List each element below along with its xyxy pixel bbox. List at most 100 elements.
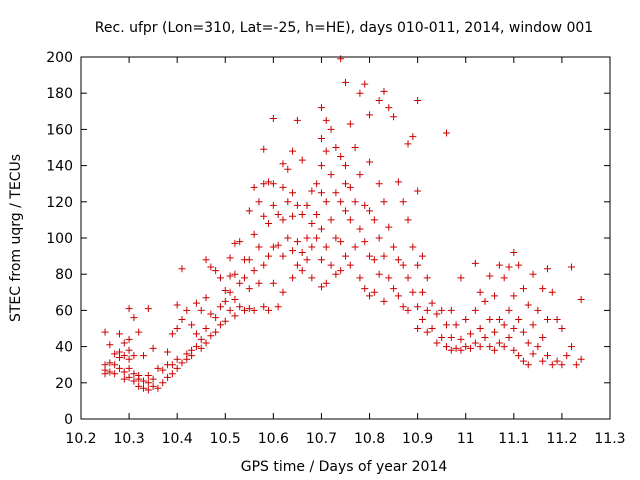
data-point bbox=[447, 306, 455, 314]
data-point bbox=[260, 261, 268, 269]
data-point bbox=[216, 303, 224, 311]
data-point bbox=[178, 359, 186, 367]
data-point bbox=[216, 274, 224, 282]
data-point bbox=[164, 373, 172, 381]
data-point bbox=[255, 279, 263, 287]
data-point bbox=[529, 350, 537, 358]
data-point bbox=[433, 339, 441, 347]
data-point bbox=[428, 325, 436, 332]
data-point bbox=[563, 352, 571, 360]
data-point bbox=[404, 140, 412, 148]
data-point bbox=[414, 96, 422, 104]
data-point bbox=[414, 325, 422, 332]
data-point bbox=[476, 343, 484, 351]
data-point bbox=[361, 201, 369, 209]
data-point bbox=[241, 306, 249, 314]
data-point bbox=[452, 344, 460, 352]
data-point bbox=[289, 274, 297, 282]
data-point bbox=[202, 325, 210, 332]
data-point bbox=[337, 267, 345, 275]
data-point bbox=[351, 144, 359, 151]
data-point bbox=[332, 144, 340, 151]
data-point bbox=[322, 198, 330, 206]
data-point bbox=[212, 314, 220, 322]
data-point bbox=[269, 180, 277, 188]
data-point bbox=[404, 274, 412, 282]
data-point bbox=[289, 189, 297, 197]
data-point bbox=[289, 212, 297, 220]
data-point bbox=[269, 279, 277, 287]
data-point bbox=[120, 352, 128, 360]
data-point bbox=[260, 212, 268, 220]
data-point bbox=[380, 252, 388, 260]
data-point bbox=[241, 274, 249, 282]
data-point bbox=[337, 153, 345, 161]
y-tick-label: 40 bbox=[55, 340, 73, 356]
data-point bbox=[125, 364, 133, 372]
data-point bbox=[226, 306, 234, 314]
data-point bbox=[303, 201, 311, 209]
data-point bbox=[250, 267, 258, 275]
data-point bbox=[144, 386, 152, 394]
data-point bbox=[366, 252, 374, 260]
data-point bbox=[317, 283, 325, 291]
data-point bbox=[101, 370, 109, 378]
data-point bbox=[322, 147, 330, 155]
data-point bbox=[505, 306, 513, 314]
data-point bbox=[308, 274, 316, 282]
data-point bbox=[226, 254, 234, 262]
data-point bbox=[375, 180, 383, 188]
data-point bbox=[515, 261, 523, 269]
data-point bbox=[390, 285, 398, 293]
data-point bbox=[293, 238, 301, 246]
data-point bbox=[442, 343, 450, 351]
data-point bbox=[202, 339, 210, 347]
data-point bbox=[159, 379, 167, 387]
data-point bbox=[212, 328, 220, 336]
data-point bbox=[577, 355, 585, 363]
x-tick-label: 10.2 bbox=[65, 431, 96, 447]
data-point bbox=[255, 198, 263, 206]
x-axis-label: GPS time / Days of year 2014 bbox=[241, 459, 448, 475]
y-tick-label: 60 bbox=[55, 303, 73, 319]
data-point bbox=[322, 279, 330, 287]
y-axis-label: STEC from uqrg / TECUs bbox=[8, 154, 24, 322]
data-point bbox=[140, 352, 148, 360]
data-point bbox=[168, 330, 176, 338]
data-point bbox=[438, 334, 446, 342]
data-point bbox=[168, 370, 176, 378]
data-point bbox=[423, 306, 431, 314]
data-point bbox=[471, 339, 479, 347]
data-point bbox=[135, 375, 143, 383]
data-point bbox=[471, 259, 479, 267]
data-point bbox=[394, 178, 402, 186]
data-point bbox=[524, 301, 532, 309]
data-point bbox=[476, 288, 484, 296]
data-point bbox=[447, 346, 455, 354]
data-point bbox=[361, 238, 369, 246]
data-point bbox=[125, 355, 133, 363]
data-point bbox=[366, 111, 374, 119]
chart-title: Rec. ufpr (Lon=310, Lat=-25, h=HE), days… bbox=[95, 20, 593, 36]
data-point bbox=[192, 299, 200, 307]
data-point bbox=[486, 315, 494, 323]
data-point bbox=[351, 198, 359, 206]
data-point bbox=[130, 314, 138, 322]
data-point bbox=[293, 116, 301, 124]
data-point bbox=[356, 274, 364, 282]
data-point bbox=[486, 272, 494, 280]
data-point bbox=[188, 352, 196, 360]
data-point bbox=[144, 372, 152, 380]
data-point bbox=[385, 104, 393, 112]
data-point bbox=[197, 306, 205, 314]
data-point bbox=[298, 248, 306, 256]
data-point bbox=[500, 321, 508, 329]
data-point bbox=[265, 252, 273, 260]
y-tick-label: 200 bbox=[46, 50, 73, 66]
data-point bbox=[207, 332, 215, 340]
data-point bbox=[260, 145, 268, 153]
data-point bbox=[539, 285, 547, 293]
data-point bbox=[154, 384, 162, 392]
data-point bbox=[279, 288, 287, 296]
